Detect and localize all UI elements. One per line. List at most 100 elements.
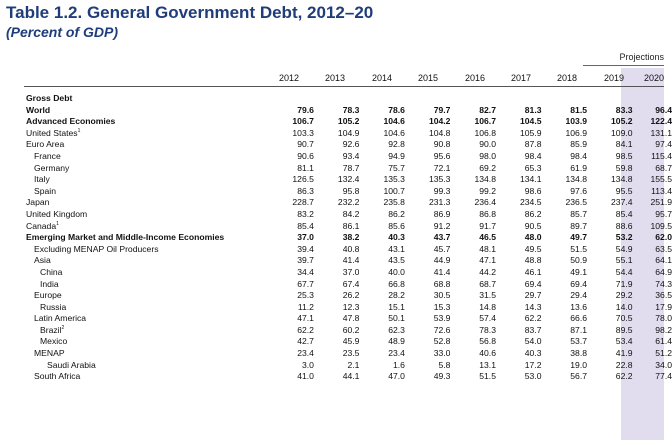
value-cell: 98.2 — [655, 324, 672, 335]
header-rule — [24, 86, 664, 87]
value-cell: 65.3 — [524, 162, 542, 173]
value-cell: 97.4 — [655, 139, 672, 150]
table-row: United Kingdom 83.2 84.2 86.2 86.9 86.8 86.2 85… — [24, 209, 672, 221]
row-label: South Africa — [24, 371, 268, 383]
row-label-text: Italy — [34, 174, 50, 185]
value-cell: 55.1 — [615, 255, 633, 266]
value-cell: 37.0 — [297, 232, 314, 243]
value-cell: 49.3 — [433, 371, 451, 382]
value-cell: 67.7 — [297, 278, 314, 289]
value-cell: 62.2 — [524, 313, 542, 324]
value-cell: 115.4 — [651, 150, 672, 161]
value-cell: 97.6 — [570, 185, 588, 196]
value-cell: 40.8 — [342, 243, 360, 254]
row-label: Latin America — [24, 313, 268, 325]
year-header: 2018 — [556, 73, 577, 83]
value-cell: 64.1 — [655, 255, 672, 266]
value-cell: 85.6 — [388, 220, 405, 231]
value-cell: 77.4 — [655, 371, 672, 382]
row-label: Spain — [24, 186, 268, 198]
value-cell: 72.1 — [433, 162, 451, 173]
value-cell: 90.8 — [433, 139, 451, 150]
value-cell: 39.7 — [297, 255, 314, 266]
value-cell: 49.1 — [570, 266, 588, 277]
value-cell: 66.6 — [570, 313, 588, 324]
value-cell: 106.9 — [565, 127, 588, 138]
value-cell: 69.4 — [524, 278, 542, 289]
value-cell: 25.3 — [297, 290, 314, 301]
year-header: 2020 — [643, 73, 664, 83]
value-cell: 43.7 — [433, 232, 451, 243]
value-cell: 5.8 — [438, 359, 451, 370]
value-cell: 48.0 — [524, 232, 542, 243]
value-cell: 30.5 — [433, 290, 451, 301]
year-header: 2019 — [603, 73, 624, 83]
value-cell: 98.0 — [479, 150, 496, 161]
value-cell: 1.6 — [393, 359, 405, 370]
year-header: 2016 — [464, 73, 485, 83]
value-cell: 64.9 — [655, 266, 672, 277]
value-cell: 51.5 — [570, 243, 588, 254]
value-cell: 86.3 — [297, 185, 314, 196]
row-label-text: United Kingdom — [26, 208, 88, 219]
value-cell: 13.1 — [479, 359, 496, 370]
value-cell: 105.9 — [519, 127, 542, 138]
value-cell: 75.7 — [388, 162, 405, 173]
value-cell: 38.2 — [342, 232, 360, 243]
table-row: Japan 228.7 232.2 235.8 231.3 236.4 234.5 236.5… — [24, 197, 672, 209]
value-cell: 62.2 — [297, 324, 314, 335]
value-cell: 41.4 — [342, 255, 360, 266]
value-cell: 90.5 — [524, 220, 542, 231]
value-cell: 29.7 — [524, 290, 542, 301]
value-cell: 50.1 — [388, 313, 405, 324]
value-cell: 237.4 — [611, 197, 633, 208]
row-label: Advanced Economies — [24, 116, 268, 128]
value-cell: 105.2 — [611, 116, 633, 127]
value-cell: 251.9 — [650, 197, 672, 208]
value-cell: 134.8 — [565, 174, 588, 185]
value-cell: 46.1 — [524, 266, 542, 277]
value-cell: 132.4 — [337, 174, 360, 185]
value-cell: 95.7 — [655, 208, 672, 219]
value-cell: 113.4 — [651, 185, 672, 196]
value-cell: 53.9 — [433, 313, 451, 324]
value-cell: 53.2 — [615, 232, 633, 243]
table-row: Brazil2 62.2 60.2 62.3 72.6 78.3 83.7 87.1 89.5 9… — [24, 325, 672, 337]
value-cell: 232.2 — [337, 197, 360, 208]
value-cell: 92.8 — [388, 139, 405, 150]
row-label: Russia — [24, 302, 268, 314]
row-label: Europe — [24, 290, 268, 302]
row-label-text: Germany — [34, 162, 70, 173]
row-label-text: Emerging Market and Middle-Income Econom… — [26, 232, 225, 243]
table-row: Germany 81.1 78.7 75.7 72.1 69.2 65.3 61.9 59.8 6… — [24, 163, 672, 175]
year-header: 2015 — [417, 73, 438, 83]
value-cell: 15.1 — [388, 301, 405, 312]
row-label-text: MENAP — [34, 348, 65, 359]
table-row: Europe 25.3 26.2 28.2 30.5 31.5 29.7 29.4 29.2 36… — [24, 290, 672, 302]
value-cell: 126.5 — [292, 174, 314, 185]
value-cell: 78.7 — [342, 162, 360, 173]
table-row: France 90.6 93.4 94.9 95.6 98.0 98.4 98.4 98.5 11… — [24, 151, 672, 163]
value-cell: 56.7 — [570, 371, 588, 382]
year-header: 2013 — [324, 73, 345, 83]
value-cell: 81.1 — [297, 162, 314, 173]
value-cell: 236.5 — [565, 197, 588, 208]
value-cell: 87.1 — [570, 324, 588, 335]
row-label-text: China — [40, 266, 63, 277]
value-cell: 95.5 — [615, 185, 633, 196]
value-cell: 74.3 — [655, 278, 672, 289]
value-cell: 109.5 — [650, 220, 672, 231]
value-cell: 48.1 — [479, 243, 496, 254]
value-cell: 84.2 — [342, 208, 360, 219]
value-cell: 2.1 — [347, 359, 360, 370]
value-cell: 90.0 — [479, 139, 496, 150]
row-label: India — [24, 279, 268, 291]
value-cell: 59.8 — [615, 162, 633, 173]
value-cell: 109.0 — [611, 127, 633, 138]
value-cell: 39.4 — [297, 243, 314, 254]
value-cell: 72.6 — [433, 324, 451, 335]
row-label-text: World — [26, 104, 51, 115]
section-row: Gross Debt — [24, 93, 672, 105]
value-cell: 78.0 — [655, 313, 672, 324]
footnote-marker: 2 — [61, 324, 65, 331]
